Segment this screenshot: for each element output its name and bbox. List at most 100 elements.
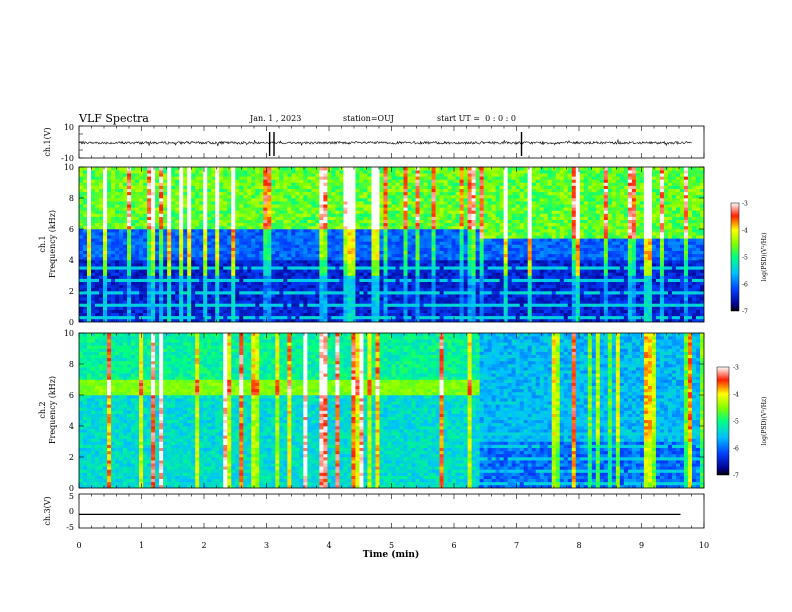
spectrogram-cell xyxy=(291,188,296,193)
spectrogram-cell xyxy=(203,216,208,220)
spectrogram-cell xyxy=(347,250,352,255)
spectrogram-cell xyxy=(219,216,224,220)
spectrogram-cell xyxy=(343,318,348,322)
spectrogram-cell xyxy=(171,303,176,307)
spectrogram-cell xyxy=(99,247,104,251)
spectrogram-cell xyxy=(439,213,444,217)
spectrogram-cell xyxy=(207,188,212,193)
spectrogram-cell xyxy=(347,167,352,171)
spectrogram-cell xyxy=(343,170,348,174)
spectrogram-cell xyxy=(231,260,236,264)
spectrogram-cell xyxy=(235,300,240,304)
spectrogram-cell xyxy=(167,244,172,248)
spectrogram-cell xyxy=(367,167,372,171)
spectrogram-cell xyxy=(371,235,376,239)
spectrogram-cell xyxy=(91,167,96,171)
spectrogram-cell xyxy=(95,222,100,227)
spectrogram-cell xyxy=(283,213,288,217)
spectrogram-cell xyxy=(287,244,292,248)
spectrogram-cell xyxy=(399,173,404,177)
spectrogram-cell xyxy=(271,272,276,276)
spectrogram-cell xyxy=(95,185,100,189)
spectrogram-cell xyxy=(455,207,460,211)
spectrogram-cell xyxy=(443,250,448,255)
spectrogram-cell xyxy=(147,222,152,227)
spectrogram-cell xyxy=(163,219,168,224)
spectrogram-cell xyxy=(459,315,464,320)
spectrogram-cell xyxy=(439,173,444,177)
spectrogram-cell xyxy=(179,281,184,286)
spectrogram-cell xyxy=(347,266,352,270)
spectrogram-cell xyxy=(143,167,148,171)
spectrogram-cell xyxy=(419,216,424,220)
spectrogram-cell xyxy=(375,229,380,233)
spectrogram-cell xyxy=(155,241,160,245)
spectrogram-cell xyxy=(431,309,436,313)
spectrogram-cell xyxy=(259,170,264,174)
spectrogram-cell xyxy=(419,275,424,279)
spectrogram-cell xyxy=(139,182,144,186)
spectrogram-cell xyxy=(139,256,144,261)
spectrogram-cell xyxy=(235,225,240,230)
spectrogram-cell xyxy=(191,260,196,264)
spectrogram-cell xyxy=(251,244,256,248)
spectrogram-cell xyxy=(195,222,200,227)
spectrogram-cell xyxy=(419,315,424,320)
spectrogram-cell xyxy=(155,300,160,304)
spectrogram-cell xyxy=(335,238,340,242)
spectrogram-cell xyxy=(151,278,156,282)
spectrogram-cell xyxy=(155,278,160,282)
spectrogram-cell xyxy=(239,235,244,239)
spectrogram-cell xyxy=(83,182,88,186)
spectrogram-cell xyxy=(331,204,336,208)
spectrogram-cell xyxy=(415,167,420,171)
spectrogram-cell xyxy=(387,204,392,208)
spectrogram-cell xyxy=(267,167,272,171)
spectrogram-cell xyxy=(167,294,172,298)
spectrogram-cell xyxy=(435,312,440,317)
spectrogram-cell xyxy=(195,260,200,264)
spectrogram-cell xyxy=(399,256,404,261)
spectrogram-cell xyxy=(143,219,148,224)
spectrogram-cell xyxy=(371,204,376,208)
spectrogram-cell xyxy=(131,275,136,279)
spectrogram-cell xyxy=(339,291,344,295)
spectrogram-cell xyxy=(447,167,452,171)
spectrogram-cell xyxy=(427,225,432,230)
spectrogram-cell xyxy=(447,256,452,261)
spectrogram-cell xyxy=(363,250,368,255)
spectrogram-cell xyxy=(419,244,424,248)
spectrogram-cell xyxy=(155,179,160,183)
spectrogram-cell xyxy=(359,291,364,295)
spectrogram-cell xyxy=(395,213,400,217)
spectrogram-cell xyxy=(147,247,152,251)
spectrogram-cell xyxy=(343,247,348,251)
spectrogram-cell xyxy=(423,300,428,304)
spectrogram-cell xyxy=(383,294,388,298)
spectrogram-cell xyxy=(283,238,288,242)
spectrogram-cell xyxy=(391,176,396,180)
spectrogram-cell xyxy=(339,232,344,236)
spectrogram-cell xyxy=(315,210,320,214)
spectrogram-cell xyxy=(319,194,324,199)
spectrogram-cell xyxy=(279,194,284,199)
spectrogram-cell xyxy=(111,294,116,298)
spectrogram-cell xyxy=(391,256,396,261)
spectrogram-cell xyxy=(123,213,128,217)
spectrogram-cell xyxy=(451,210,456,214)
spectrogram-cell xyxy=(135,167,140,171)
spectrogram-cell xyxy=(311,284,316,289)
spectrogram-cell xyxy=(87,303,92,307)
spectrogram-cell xyxy=(279,250,284,255)
spectrogram-cell xyxy=(255,306,260,310)
spectrogram-cell xyxy=(291,263,296,267)
spectrogram-cell xyxy=(167,179,172,183)
spectrogram-cell xyxy=(271,213,276,217)
spectrogram-cell xyxy=(455,238,460,242)
spectrogram-cell xyxy=(179,188,184,193)
spectrogram-cell xyxy=(155,250,160,255)
spectrogram-cell xyxy=(83,238,88,242)
spectrogram-cell xyxy=(335,232,340,236)
spectrogram-cell xyxy=(347,315,352,320)
spectrogram-cell xyxy=(183,244,188,248)
